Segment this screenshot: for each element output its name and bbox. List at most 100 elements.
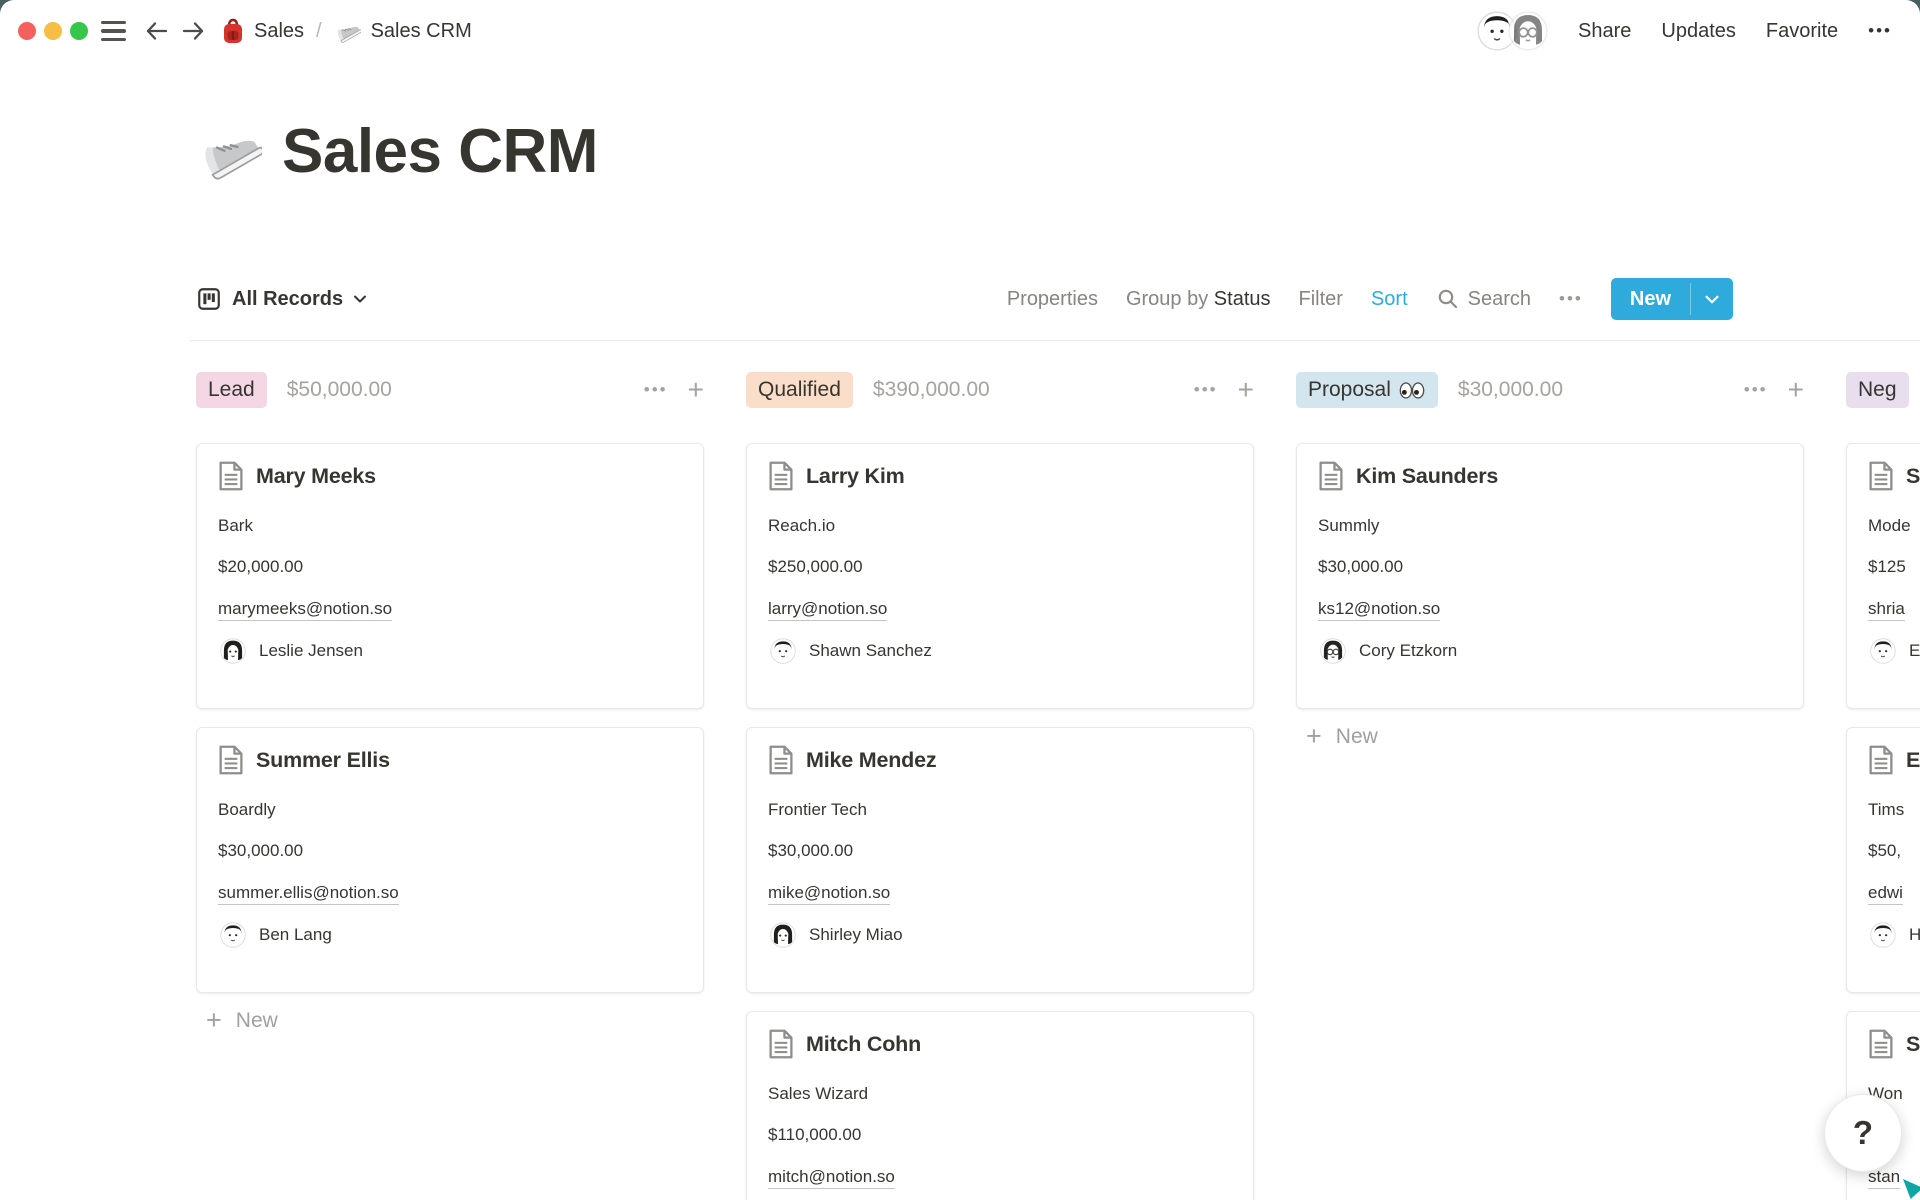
card-owner: H: [1868, 922, 1920, 948]
avatar: [1320, 638, 1346, 664]
card-company: Boardly: [218, 800, 276, 819]
new-card-button[interactable]: + New: [1306, 721, 1378, 751]
crm-card[interactable]: Mary Meeks Bark $20,000.00 marymeeks@not…: [196, 443, 704, 709]
help-button[interactable]: ?: [1824, 1094, 1902, 1172]
search-button[interactable]: Search: [1436, 287, 1531, 311]
crm-card[interactable]: Mike Mendez Frontier Tech $30,000.00 mik…: [746, 727, 1254, 993]
card-email-link[interactable]: edwi: [1868, 882, 1903, 905]
crm-card[interactable]: Kim Saunders Summly $30,000.00 ks12@noti…: [1296, 443, 1804, 709]
card-email-link[interactable]: larry@notion.so: [768, 598, 888, 621]
view-selector[interactable]: All Records: [196, 286, 367, 312]
card-owner: Leslie Jensen: [218, 638, 682, 664]
view-more-icon[interactable]: •••: [1559, 289, 1583, 308]
new-record-button[interactable]: New: [1610, 278, 1733, 320]
crm-card[interactable]: Mitch Cohn Sales Wizard $110,000.00 mitc…: [746, 1011, 1254, 1200]
chevron-down-icon: [353, 294, 367, 304]
card-owner: Shirley Miao: [768, 922, 1232, 948]
page-icon: [768, 461, 794, 491]
page-icon: [218, 461, 244, 491]
updates-button[interactable]: Updates: [1661, 19, 1736, 42]
card-company: Bark: [218, 516, 253, 535]
avatar: [1870, 638, 1896, 664]
sneaker-icon[interactable]: [196, 119, 262, 185]
column-sum[interactable]: $30,000.00: [1457, 378, 1563, 401]
card-name: Larry Kim: [806, 463, 905, 488]
column-more-icon[interactable]: •••: [1743, 380, 1768, 399]
card-email-link[interactable]: ks12@notion.so: [1318, 598, 1441, 621]
breadcrumb-separator: /: [316, 19, 322, 42]
card-email-link[interactable]: stan: [1868, 1166, 1901, 1189]
card-name: S: [1906, 1031, 1920, 1056]
column-add-icon[interactable]: +: [1237, 374, 1254, 405]
new-record-label[interactable]: New: [1629, 287, 1671, 310]
card-company: Tims: [1868, 800, 1905, 819]
owner-name: Shawn Sanchez: [809, 641, 932, 661]
page-title: Sales CRM: [282, 117, 598, 186]
owner-name: H: [1909, 925, 1920, 945]
card-owner: Ben Lang: [218, 922, 682, 948]
column-more-icon[interactable]: •••: [1193, 380, 1218, 399]
close-window-button[interactable]: [18, 22, 36, 40]
avatar: [220, 922, 246, 948]
card-email-link[interactable]: summer.ellis@notion.so: [218, 882, 399, 905]
column-more-icon[interactable]: •••: [643, 380, 668, 399]
card-owner: E: [1868, 638, 1920, 664]
status-badge[interactable]: Lead: [196, 372, 267, 408]
status-badge[interactable]: Qualified: [746, 372, 853, 408]
card-name: Mike Mendez: [806, 747, 937, 772]
owner-name: Leslie Jensen: [259, 641, 363, 661]
owner-name: Shirley Miao: [809, 925, 903, 945]
card-name: Kim Saunders: [1356, 463, 1499, 488]
new-record-dropdown[interactable]: [1691, 278, 1733, 320]
search-icon: [1436, 287, 1460, 311]
card-email-link[interactable]: shria: [1868, 598, 1905, 621]
column-sum[interactable]: $50,000.00: [286, 378, 392, 401]
breadcrumb-item-sales[interactable]: Sales: [254, 19, 305, 42]
card-email-link[interactable]: marymeeks@notion.so: [218, 598, 393, 621]
toolbar-divider: [190, 340, 1920, 341]
card-amount: $50,: [1868, 841, 1902, 861]
filter-button[interactable]: Filter: [1298, 287, 1343, 310]
crm-card[interactable]: Larry Kim Reach.io $250,000.00 larry@not…: [746, 443, 1254, 709]
crm-card[interactable]: Summer Ellis Boardly $30,000.00 summer.e…: [196, 727, 704, 993]
share-button[interactable]: Share: [1578, 19, 1632, 42]
group-by-button[interactable]: Group by Status: [1125, 287, 1271, 310]
card-amount: $110,000.00: [768, 1125, 862, 1145]
breadcrumb-item-sales-crm[interactable]: Sales CRM: [370, 19, 472, 42]
status-badge[interactable]: Neg: [1846, 372, 1909, 408]
eyes-icon: [1398, 382, 1426, 399]
card-email-link[interactable]: mike@notion.so: [768, 882, 891, 905]
back-arrow-icon[interactable]: [144, 18, 170, 44]
column-header: Qualified $390,000.00 ••• +: [746, 372, 1254, 408]
sidebar-menu-icon[interactable]: [101, 21, 126, 41]
card-amount: $250,000.00: [768, 557, 863, 577]
minimize-window-button[interactable]: [44, 22, 62, 40]
column-add-icon[interactable]: +: [687, 374, 704, 405]
card-name: E: [1906, 747, 1920, 772]
crm-card[interactable]: E Tims $50, edwi H: [1846, 727, 1920, 993]
card-name: Mitch Cohn: [806, 1031, 922, 1056]
backpack-icon: [222, 17, 244, 45]
page-icon: [1868, 745, 1894, 775]
forward-arrow-icon[interactable]: [180, 18, 206, 44]
crm-card[interactable]: S Mode $125 shria E: [1846, 443, 1920, 709]
card-owner: Cory Etzkorn: [1318, 638, 1782, 664]
plus-icon: +: [206, 1005, 222, 1035]
card-company: Reach.io: [768, 516, 836, 535]
board-column-proposal: Proposal $30,000.00 ••• + Kim Saunders S…: [1296, 372, 1804, 1200]
avatar: [1870, 922, 1896, 948]
favorite-button[interactable]: Favorite: [1765, 19, 1839, 42]
properties-button[interactable]: Properties: [1006, 287, 1098, 310]
more-options-icon[interactable]: •••: [1868, 21, 1892, 40]
column-sum[interactable]: $390,000.00: [872, 378, 990, 401]
card-amount: $125: [1868, 557, 1906, 577]
collaborator-avatars[interactable]: [1477, 11, 1549, 51]
owner-name: Ben Lang: [259, 925, 332, 945]
zoom-window-button[interactable]: [70, 22, 88, 40]
sort-button[interactable]: Sort: [1370, 287, 1408, 310]
status-badge[interactable]: Proposal: [1296, 372, 1438, 408]
new-card-button[interactable]: + New: [206, 1005, 278, 1035]
owner-name: Cory Etzkorn: [1359, 641, 1458, 661]
column-add-icon[interactable]: +: [1787, 374, 1804, 405]
card-email-link[interactable]: mitch@notion.so: [768, 1166, 895, 1189]
